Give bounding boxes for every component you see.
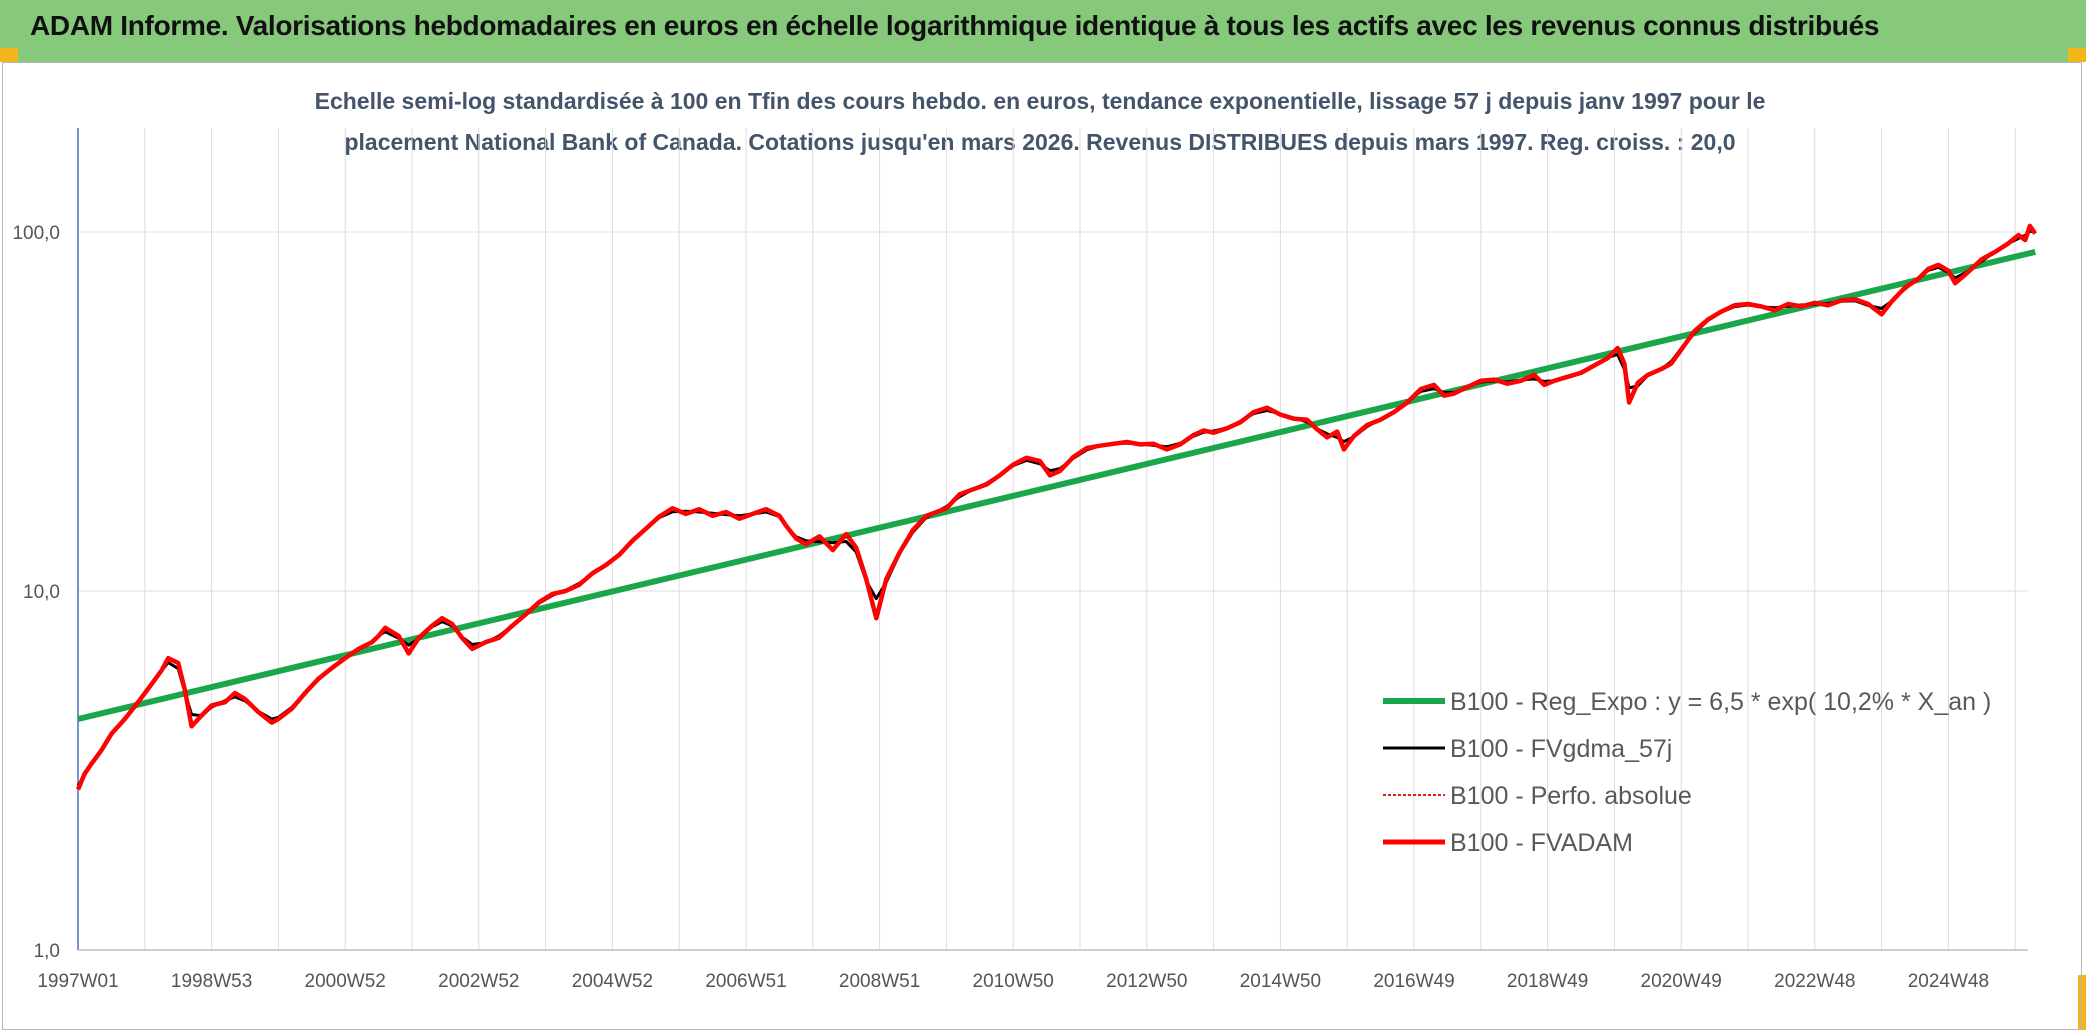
x-tick-label: 2022W48 <box>1774 971 1855 992</box>
corner-accent-left <box>0 48 18 62</box>
corner-accent-right <box>2068 48 2086 62</box>
x-tick-label: 2020W49 <box>1641 971 1722 992</box>
x-tick-label: 2018W49 <box>1507 971 1588 992</box>
x-tick-label: 1997W01 <box>37 971 118 992</box>
x-tick-label: 2010W50 <box>973 971 1054 992</box>
banner-title: ADAM Informe. Valorisations hebdomadaire… <box>30 10 1880 41</box>
x-tick-label: 1998W53 <box>171 971 252 992</box>
chart-subtitle-line-2: placement National Bank of Canada. Cotat… <box>344 129 1736 155</box>
x-tick-label: 2004W52 <box>572 971 653 992</box>
y-tick-label: 100,0 <box>12 223 60 244</box>
x-tick-label: 2024W48 <box>1908 971 1989 992</box>
series-perfo-line <box>77 224 2036 790</box>
title-banner: ADAM Informe. Valorisations hebdomadaire… <box>0 0 2086 62</box>
y-tick-label: 1,0 <box>34 941 60 962</box>
x-tick-label: 2008W51 <box>839 971 920 992</box>
x-tick-label: 2016W49 <box>1373 971 1454 992</box>
legend-label-perfo: B100 - Perfo. absolue <box>1450 782 1692 810</box>
x-tick-label: 2002W52 <box>438 971 519 992</box>
x-tick-label: 2012W50 <box>1106 971 1187 992</box>
legend-label-fvgdma: B100 - FVgdma_57j <box>1450 735 1672 763</box>
y-tick-label: 10,0 <box>23 582 60 603</box>
x-tick-label: 2006W51 <box>705 971 786 992</box>
chart-subtitle-line-1: Echelle semi-log standardisée à 100 en T… <box>314 88 1766 114</box>
legend-label-reg: B100 - Reg_Expo : y = 6,5 * exp( 10,2% *… <box>1450 688 1991 716</box>
series-reg-expo-line <box>77 249 2036 722</box>
x-tick-label: 2000W52 <box>305 971 386 992</box>
x-tick-label: 2014W50 <box>1240 971 1321 992</box>
legend-label-fvadam: B100 - FVADAM <box>1450 829 1633 857</box>
corner-accent-bottom-right <box>2078 975 2086 1030</box>
